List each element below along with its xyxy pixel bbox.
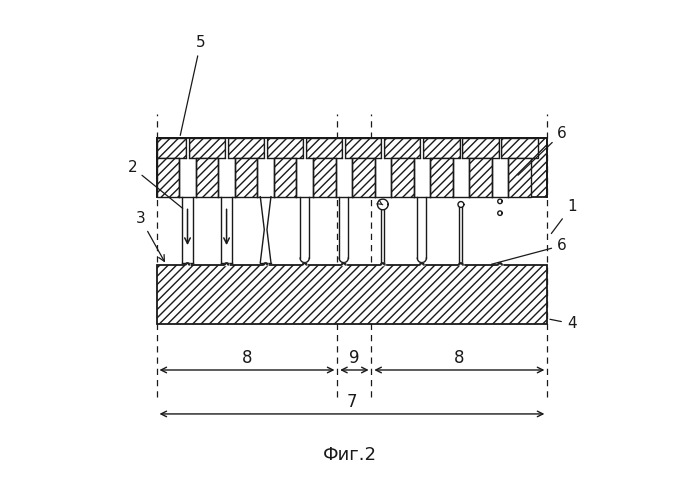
Bar [492, 158, 508, 197]
Bar [267, 138, 303, 158]
Bar [303, 138, 306, 158]
Bar [459, 138, 462, 158]
Bar [508, 158, 531, 197]
Bar [257, 158, 274, 197]
Bar [196, 158, 218, 197]
Bar [414, 158, 430, 197]
Bar [391, 158, 414, 197]
Bar [157, 138, 186, 158]
Bar [274, 158, 296, 197]
Bar [469, 158, 492, 197]
Bar [157, 265, 547, 324]
Text: 4: 4 [550, 316, 577, 331]
Text: 3: 3 [136, 211, 164, 261]
Bar [313, 158, 336, 197]
Bar [157, 138, 547, 197]
Text: 6: 6 [518, 126, 567, 175]
Text: 2: 2 [127, 160, 182, 208]
Bar [430, 158, 453, 197]
Text: 9: 9 [349, 349, 359, 367]
Text: Фиг.2: Фиг.2 [322, 446, 377, 464]
Bar [384, 138, 420, 158]
Bar [157, 158, 180, 197]
Bar [453, 158, 469, 197]
Text: 7: 7 [347, 393, 357, 411]
Bar [189, 138, 225, 158]
Bar [352, 158, 375, 197]
Bar [180, 158, 196, 197]
Bar [235, 158, 257, 197]
Bar [382, 138, 384, 158]
Bar [225, 138, 228, 158]
Bar [306, 138, 343, 158]
Bar [343, 138, 345, 158]
Bar [228, 138, 264, 158]
Bar [462, 138, 498, 158]
Bar [264, 138, 267, 158]
Text: 8: 8 [242, 349, 252, 367]
Bar [296, 158, 313, 197]
Bar [420, 138, 424, 158]
Bar [424, 138, 459, 158]
Bar [186, 138, 189, 158]
Text: 6: 6 [491, 238, 567, 264]
Bar [375, 158, 391, 197]
Bar [345, 138, 382, 158]
Text: 5: 5 [180, 35, 206, 136]
Bar [501, 138, 538, 158]
Text: 1: 1 [552, 199, 577, 234]
Text: 8: 8 [454, 349, 465, 367]
Bar [498, 138, 501, 158]
Bar [218, 158, 235, 197]
Bar [336, 158, 352, 197]
